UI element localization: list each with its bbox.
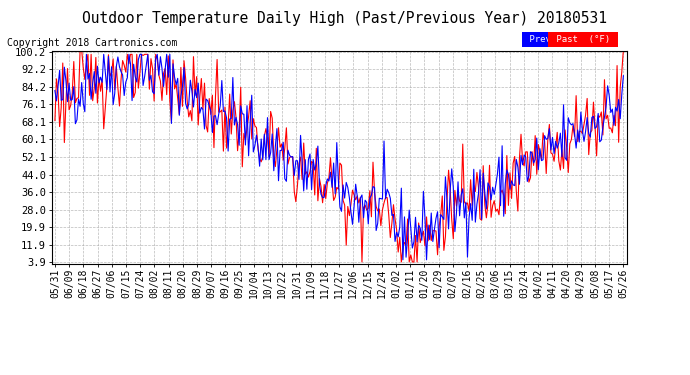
Text: Outdoor Temperature Daily High (Past/Previous Year) 20180531: Outdoor Temperature Daily High (Past/Pre… — [83, 11, 607, 26]
Text: Previous  (°F): Previous (°F) — [524, 35, 611, 44]
Text: Copyright 2018 Cartronics.com: Copyright 2018 Cartronics.com — [7, 38, 177, 48]
Text: Past  (°F): Past (°F) — [551, 35, 615, 44]
